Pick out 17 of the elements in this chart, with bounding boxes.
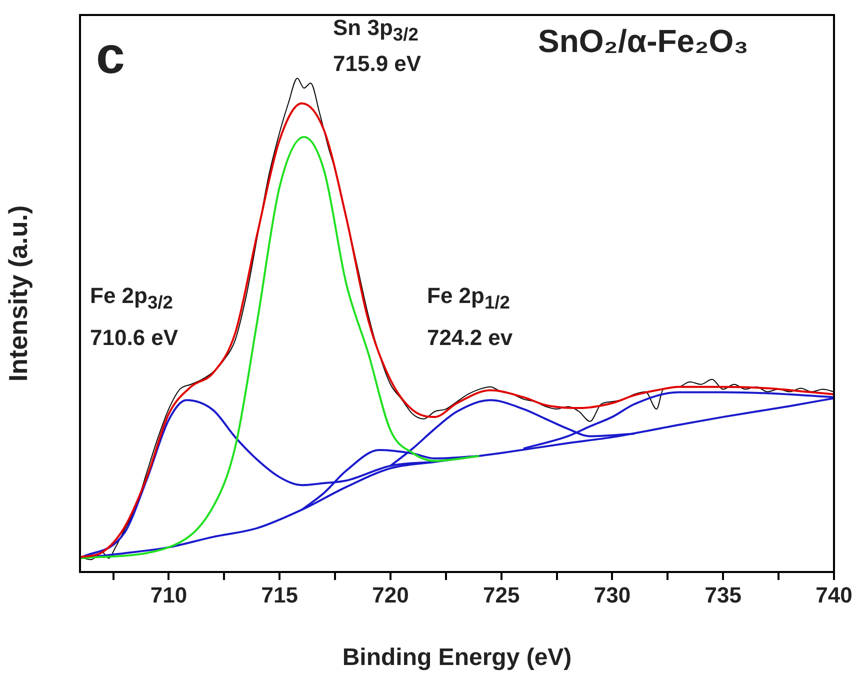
text: 715.9 eV <box>333 51 422 76</box>
x-tick-label: 725 <box>482 582 520 608</box>
x-tick-label: 715 <box>261 582 298 608</box>
x-tick-label: 730 <box>594 582 631 608</box>
x-axis-title: Binding Energy (eV) <box>342 644 572 672</box>
annotation: 724.2 ev <box>427 325 513 350</box>
x-tick-label: 710 <box>150 582 188 608</box>
text: SnO₂/α-Fe₂O₃ <box>538 23 748 60</box>
x-tick-label: 740 <box>816 582 852 608</box>
x-tick-label: 720 <box>372 582 409 608</box>
annotation: c <box>96 27 125 86</box>
annotation: Fe 2p$_{3/2}$ <box>90 283 173 313</box>
annotation: Fe 2p$_{1/2}$ <box>427 283 510 313</box>
y-axis-title: Intensity (a.u.) <box>2 205 33 382</box>
annotation: 710.6 eV <box>90 325 178 350</box>
text: Sn 3p$_{3/2}$ <box>333 15 418 45</box>
x-tick-label: 735 <box>704 582 742 608</box>
